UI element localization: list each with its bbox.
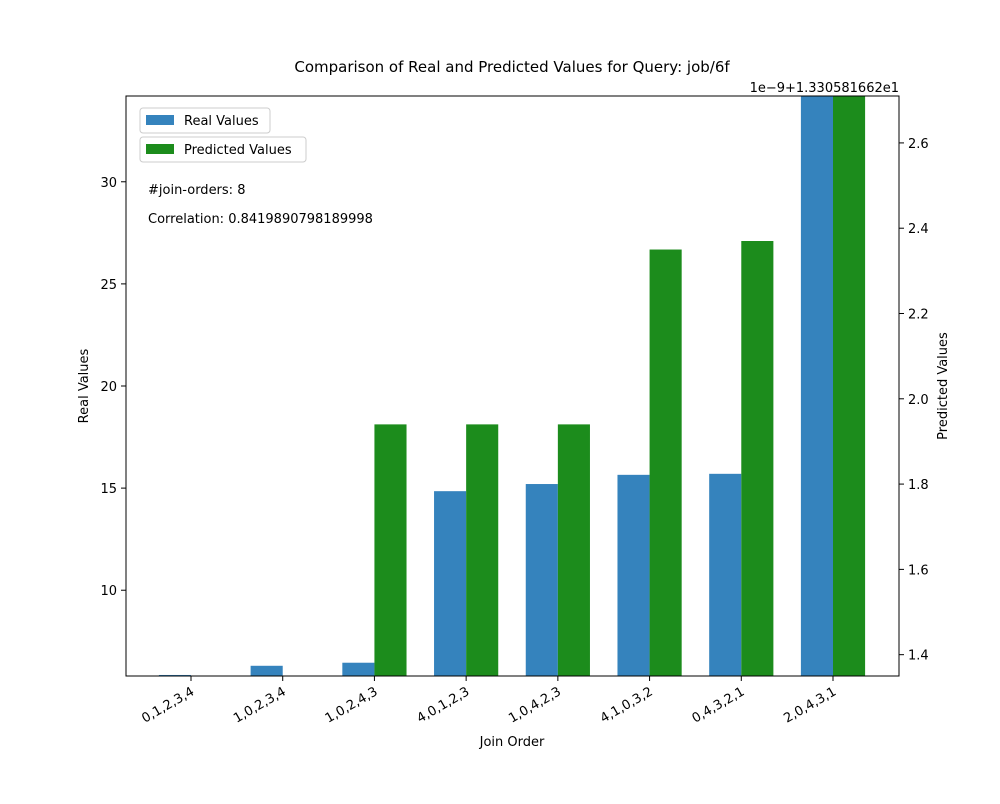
y-tick-label-left-4: 30	[100, 176, 117, 191]
legend-box-real	[139, 107, 271, 134]
y-tick-label-right-3: 2.0	[908, 393, 929, 408]
y-tick-label-right-6: 2.6	[908, 137, 929, 152]
y-tick-label-left-0: 10	[100, 584, 117, 599]
bar-predicted-4	[557, 424, 590, 676]
bar-real-7	[800, 96, 833, 676]
bar-real-3	[434, 491, 467, 676]
y-tick-label-left-1: 15	[100, 482, 117, 497]
plot-frame	[125, 95, 900, 677]
legend-label-predicted: Predicted Values	[184, 143, 292, 158]
bar-predicted-2	[374, 424, 407, 676]
y-axis-label-left: Real Values	[77, 348, 92, 423]
bar-real-6	[709, 473, 742, 676]
y-tick-label-right-1: 1.6	[908, 563, 929, 578]
y-tick-label-right-4: 2.2	[908, 308, 929, 323]
legend: Real Values Predicted Values	[139, 107, 307, 163]
bar-predicted-3	[466, 424, 499, 676]
bar-predicted-5	[649, 249, 682, 676]
y-tick-label-right-5: 2.4	[908, 222, 929, 237]
bar-real-2	[342, 662, 375, 676]
bar-real-5	[617, 474, 650, 676]
legend-label-real: Real Values	[184, 114, 259, 129]
bar-real-0	[158, 674, 191, 676]
chart-title: Comparison of Real and Predicted Values …	[294, 58, 730, 76]
annotation-correlation: Correlation: 0.8419890798189998	[148, 212, 373, 227]
y-tick-label-left-2: 20	[100, 380, 117, 395]
y-tick-label-right-0: 1.4	[908, 649, 929, 664]
legend-box-predicted	[139, 136, 307, 163]
annotation-join-orders: #join-orders: 8	[148, 183, 245, 198]
y-tick-label-right-2: 1.8	[908, 478, 929, 493]
legend-swatch-real	[146, 115, 174, 125]
bar-real-1	[250, 665, 283, 676]
bar-predicted-6	[741, 241, 774, 676]
bars-layer	[158, 96, 866, 676]
legend-swatch-predicted	[146, 144, 174, 154]
y-axis-label-right: Predicted Values	[936, 332, 951, 440]
x-axis-label: Join Order	[479, 735, 545, 750]
bar-predicted-7	[833, 96, 866, 676]
right-axis-offset-label: 1e−9+1.330581662e1	[750, 81, 899, 96]
y-tick-label-left-3: 25	[100, 278, 117, 293]
bar-real-4	[525, 484, 558, 676]
